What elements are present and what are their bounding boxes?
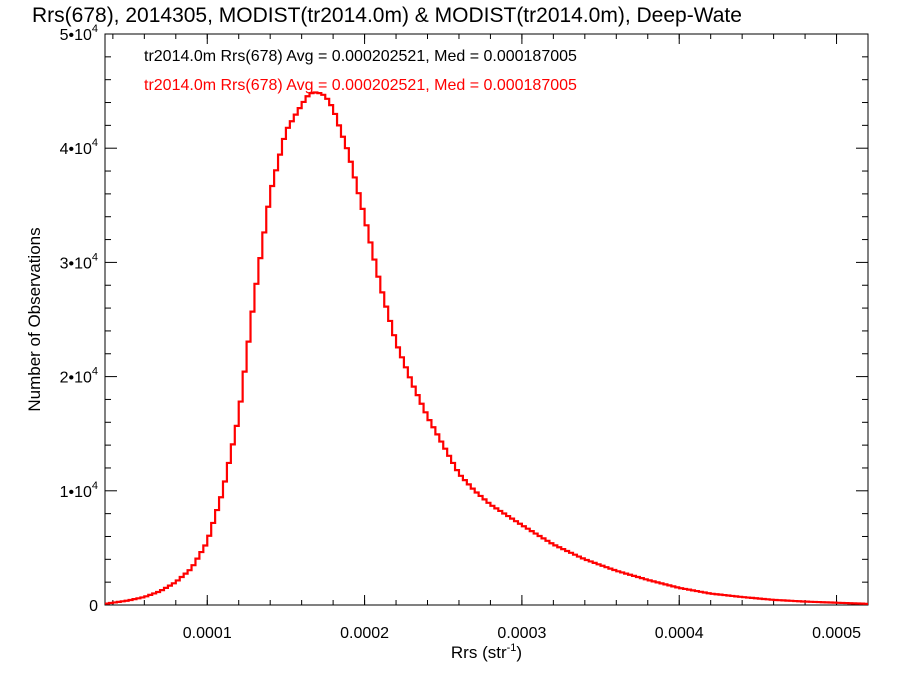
plot-frame — [104, 33, 869, 606]
x-tick-label: 0.0003 — [497, 625, 546, 642]
y-tick-label-exponent: 4 — [92, 23, 98, 35]
y-tick-label: 4•104 — [60, 137, 98, 158]
legend-entry: tr2014.0m Rrs(678) Avg = 0.000202521, Me… — [144, 48, 577, 65]
legend-entry: tr2014.0m Rrs(678) Avg = 0.000202521, Me… — [144, 77, 577, 94]
y-tick-label-exponent: 4 — [92, 137, 98, 149]
y-tick-label-base: 1•10 — [60, 484, 92, 501]
y-tick-label-base: 2•10 — [60, 370, 92, 387]
y-tick-label-exponent: 4 — [92, 251, 98, 263]
y-tick-label-base: 5•10 — [60, 27, 92, 44]
y-tick-label-exponent: 4 — [92, 480, 98, 492]
y-axis-label: Number of Observations — [25, 227, 44, 411]
x-tick-label: 0.0001 — [183, 625, 232, 642]
histogram-series-line — [105, 91, 868, 605]
x-axis-label: Rrs (str-1) — [451, 642, 522, 662]
legend: tr2014.0m Rrs(678) Avg = 0.000202521, Me… — [144, 48, 577, 94]
x-axis-ticks: 0.0001 0.0002 0.0003 0.0004 0.0005 — [112, 34, 869, 642]
y-tick-label: 5•104 — [60, 23, 98, 44]
x-tick-label: 0.0005 — [812, 625, 861, 642]
y-tick-label-exponent: 4 — [92, 366, 98, 378]
y-tick-label: 0 — [89, 598, 98, 615]
x-axis-label-superscript: -1 — [507, 642, 517, 654]
y-tick-label-base: 4•10 — [60, 141, 92, 158]
x-axis-label-text: Rrs (str — [451, 643, 507, 662]
x-tick-label: 0.0004 — [655, 625, 704, 642]
chart-title: Rrs(678), 2014305, MODIST(tr2014.0m) & M… — [32, 4, 742, 27]
series-layer — [105, 91, 868, 605]
y-tick-label-base: 3•10 — [60, 255, 92, 272]
x-axis-label-suffix: ) — [516, 643, 522, 662]
y-tick-label: 1•104 — [60, 480, 98, 501]
y-tick-label: 3•104 — [60, 251, 98, 272]
x-tick-label: 0.0002 — [340, 625, 389, 642]
y-tick-label-base: 0 — [89, 598, 98, 615]
y-tick-label: 2•104 — [60, 366, 98, 387]
